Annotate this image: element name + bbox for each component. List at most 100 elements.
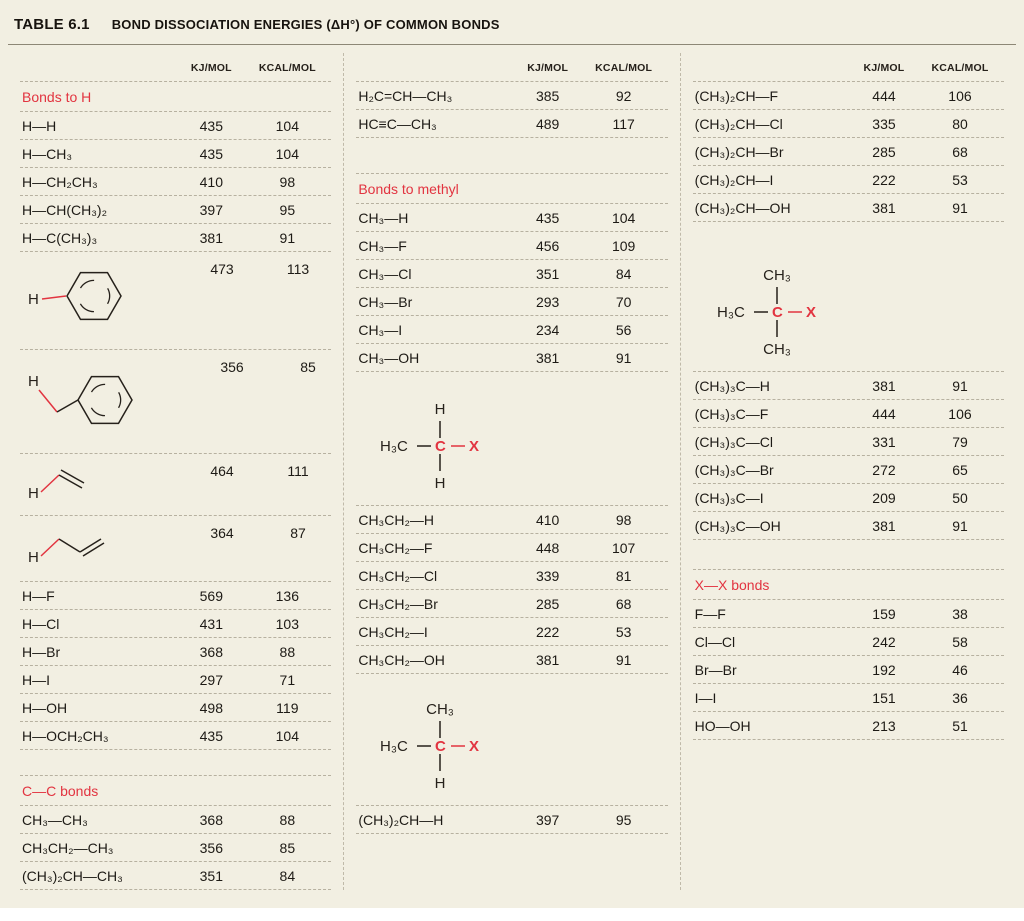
bond-row: H—CH(CH₃)₂ 397 95 [20,196,332,224]
kj-value: 435 [535,209,560,226]
bond-line [56,399,79,413]
bond-label: H—H [22,117,57,134]
section-gap [356,138,668,174]
bond-row: (CH₃)₃C—Br 272 65 [692,456,1004,484]
bond-row: (CH₃)₂CH—I 222 53 [692,166,1004,194]
bond-label: CH₃—OH [358,349,420,366]
kj-value: 435 [199,727,223,744]
kcal-value: 88 [279,811,296,828]
bond-label: (CH₃)₃C—OH [694,517,781,534]
kcal-value: 104 [275,117,299,134]
kj-value: 489 [535,115,560,132]
kj-value: 410 [199,173,223,190]
kj-value: 331 [872,433,896,450]
bond-row: Cl—Cl 242 58 [692,628,1004,656]
section-gap [356,674,667,686]
bond-row: HO—OH 213 51 [692,712,1004,740]
bond-label: CH₃CH₂—H [358,511,435,528]
bond-label: CH₃—F [358,237,407,254]
kj-value: 209 [872,489,896,506]
central-carbon-label: C [435,738,446,755]
bond-label: Br—Br [694,661,737,678]
bond-label: CH₃CH₂—Br [358,595,438,612]
structure-figure-ethyl: H₃C C X H H [356,386,668,506]
tertbutyl-x-template-structure: H₃C C X CH₃ CH₃ [717,267,816,358]
bond-line [38,389,58,413]
kcal-unit-label: KCAL/MOL [258,62,316,74]
kj-value: 272 [872,461,896,478]
kj-unit-label: KJ/MOL [527,62,569,74]
section-heading: Bonds to methyl [356,174,668,204]
kcal-value: 98 [615,511,632,528]
units-header-row: KJ/MOL KCAL/MOL [692,55,1004,82]
table-column-3: KJ/MOL KCAL/MOL (CH₃)₂CH—F 444 106 (CH₃)₂CH—C… [679,53,1016,890]
kcal-value: 111 [287,463,309,479]
aromatic-circle [77,279,111,313]
structure-cell: H [20,252,190,349]
kj-unit-label: KJ/MOL [863,62,905,74]
bond-label: H—Cl [22,615,60,632]
bond-label: H—Br [22,643,61,660]
kj-value: 364 [210,525,234,541]
bond-label: CH₃CH₂—F [358,539,433,556]
kcal-value: 87 [290,525,306,541]
kj-value: 234 [535,321,560,338]
structure-cell: H [20,350,200,453]
bond-label: (CH₃)₃C—I [694,489,764,506]
kj-value: 435 [199,145,223,162]
kj-value: 385 [535,87,560,104]
bond-row: H—CH₂CH₃ 410 98 [20,168,332,196]
central-carbon-label: C [772,304,783,321]
kcal-value: 106 [948,405,972,422]
table-number-label: TABLE 6.1 [14,16,90,33]
kcal-value: 88 [279,643,296,660]
kcal-value: 81 [615,567,632,584]
kcal-unit-label: KCAL/MOL [931,62,989,74]
kcal-value: 56 [615,321,632,338]
kcal-value: 36 [952,689,968,706]
bond-label: (CH₃)₂CH—H [358,811,444,828]
kcal-value: 91 [615,651,632,668]
bond-row: H—C(CH₃)₃ 381 91 [20,224,332,252]
kj-value: 351 [199,867,223,884]
bond-label: H—C(CH₃)₃ [22,229,98,246]
bond-row: H 356 85 [20,350,332,454]
kj-value: 456 [535,237,560,254]
bond-row: H—H 435 104 [20,112,332,140]
bond-label: F—F [694,605,726,622]
bond-row: H 364 87 [20,516,332,582]
kcal-value: 95 [279,201,296,218]
hydrogen-atom-label: H [28,485,39,502]
bond-row: (CH₃)₂CH—Cl 335 80 [692,110,1004,138]
bond-row: CH₃CH₂—CH₃ 356 85 [20,834,332,862]
table-header: TABLE 6.1 BOND DISSOCIATION ENERGIES (ΔH°… [0,8,1024,44]
kcal-value: 91 [952,517,968,534]
bond-row: F—F 159 38 [692,600,1004,628]
bond-label: H—OH [22,699,68,716]
kcal-value: 68 [952,143,968,160]
bond-line [40,538,60,557]
bond-label: (CH₃)₂CH—OH [694,199,791,216]
bond-row: CH₃—F 456 109 [356,232,668,260]
bottom-group-label: CH₃ [763,341,791,358]
bond-label: CH₃CH₂—OH [358,651,445,668]
bond-row: CH₃CH₂—Br 285 68 [356,590,668,618]
bond-row: H—OCH₂CH₃ 435 104 [20,722,332,750]
bond-line [58,474,83,489]
bond-row: (CH₃)₂CH—Br 285 68 [692,138,1004,166]
kcal-value: 136 [275,587,299,604]
kcal-value: 104 [275,145,299,162]
left-methyl-label: H₃C [380,438,408,455]
kcal-value: 58 [952,633,968,650]
kj-value: 368 [199,811,223,828]
kj-value: 151 [872,689,896,706]
section-heading: Bonds to H [20,82,332,112]
bond-row: H—CH₃ 435 104 [20,140,332,168]
kcal-value: 65 [952,461,968,478]
kcal-value: 95 [615,811,632,828]
x-group-label: X [806,304,816,321]
bond-row: H—OH 498 119 [20,694,332,722]
bond-row: CH₃CH₂—Cl 339 81 [356,562,668,590]
structure-cell: H [20,516,190,581]
